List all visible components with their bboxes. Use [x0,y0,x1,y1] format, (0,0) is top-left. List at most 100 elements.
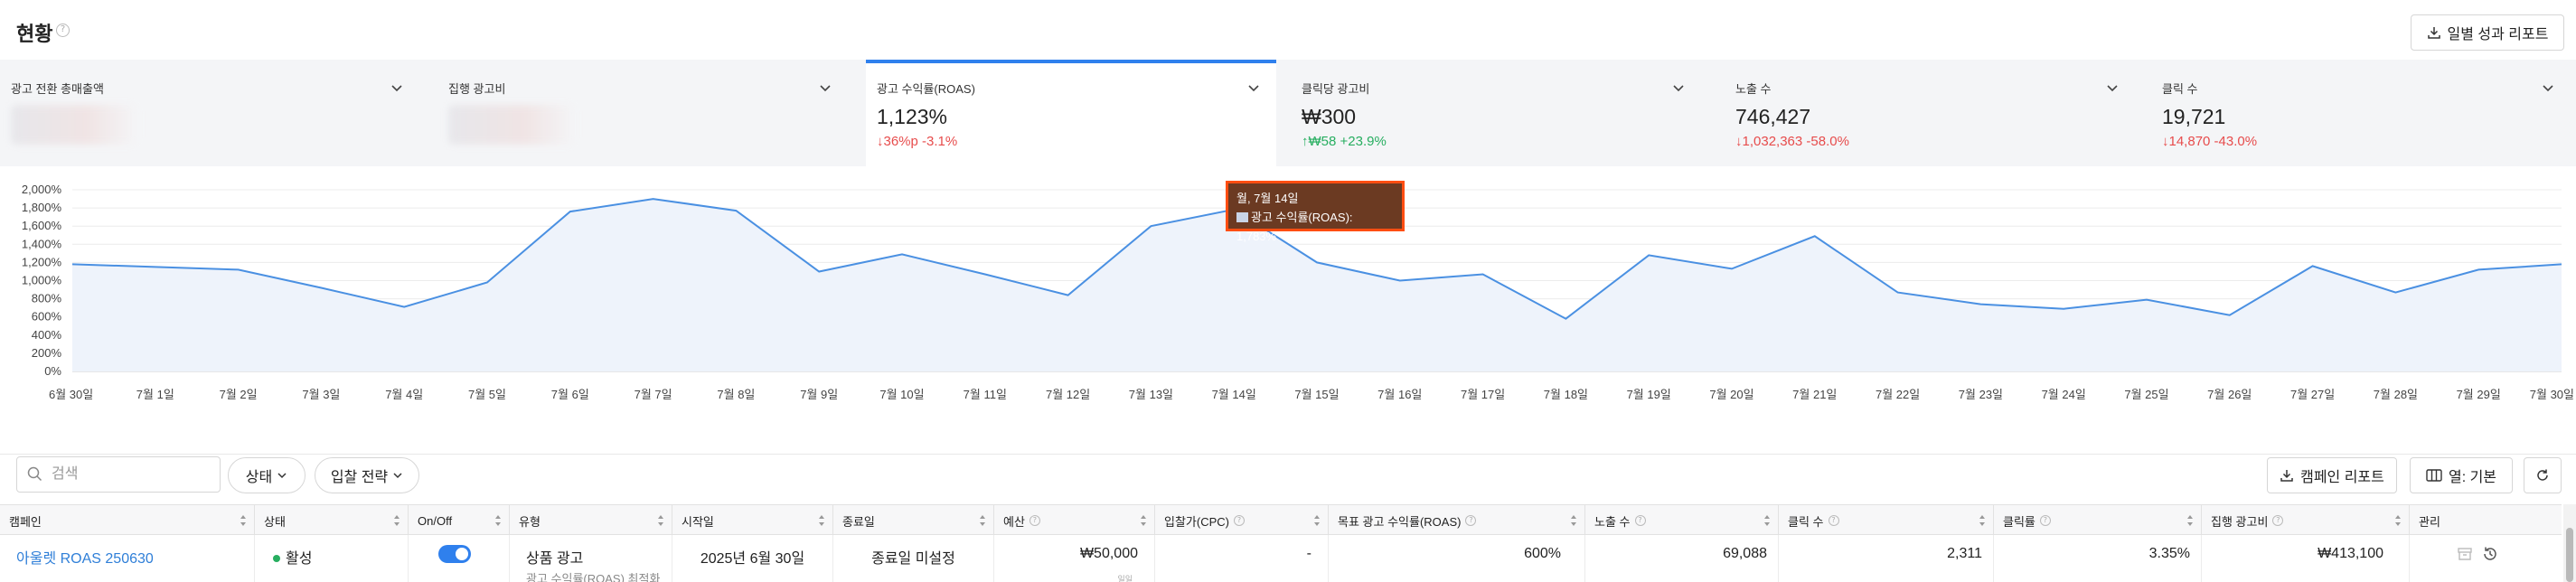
metric-label: 클릭 수 [2162,82,2198,96]
chevron-down-icon[interactable] [2106,81,2119,94]
manage-cell [2410,535,2562,582]
chevron-down-icon[interactable] [1247,81,1260,94]
x-tick-label: 7월 25일 [2124,388,2168,401]
x-tick-label: 7월 21일 [1792,388,1837,401]
daily-report-button[interactable]: 일별 성과 리포트 [2411,14,2564,51]
table-scrollbar[interactable] [2563,504,2576,582]
sort-icon [1764,515,1770,526]
budget-value: ₩50,000 [1079,546,1138,561]
campaign-report-label: 캠페인 리포트 [2300,470,2384,485]
target-roas-cell: 600% [1329,535,1585,582]
ctr-cell: 3.35% [1994,535,2202,582]
status-cell: 활성 [255,535,409,582]
x-tick-label: 7월 4일 [385,388,423,401]
x-tick-label: 7월 23일 [1959,388,2003,401]
x-tick-label: 7월 12일 [1046,388,1090,401]
cpc-cell: - [1155,535,1329,582]
type-subtext: 광고 수익률(ROAS) 최적화 [526,572,661,582]
sort-icon [2395,515,2401,526]
metric-value: ₩300 [1302,105,1357,128]
campaign-name-link[interactable]: 아울렛 ROAS 250630 [0,535,255,582]
header-clicks[interactable]: 클릭 수? [1779,505,1994,536]
campaign-report-button[interactable]: 캠페인 리포트 [2267,457,2397,493]
y-tick-label: 400% [32,328,62,342]
spend-cell: ₩413,100 [2202,535,2410,582]
metric-roas[interactable]: 광고 수익률(ROAS) 1,123% ↓36%p -3.1% [866,60,1276,166]
x-tick-label: 7월 15일 [1294,388,1339,401]
header-start-date[interactable]: 시작일 [672,505,833,536]
header-end-date[interactable]: 종료일 [833,505,994,536]
metric-total-sales[interactable]: 광고 전환 총매출액 [0,60,425,166]
search-input[interactable] [16,456,221,493]
archive-icon[interactable] [2457,546,2473,562]
columns-button[interactable]: 열: 기본 [2410,457,2513,493]
tooltip-title: 월, 7월 14일 [1236,192,1299,205]
budget-subtext: 일일 [1117,575,1133,582]
campaign-toggle[interactable] [438,545,471,563]
chevron-down-icon[interactable] [819,81,832,94]
status-filter[interactable]: 상태 [228,457,306,493]
header-cpc[interactable]: 입찰가(CPC)? [1155,505,1329,536]
end-date-cell: 종료일 미설정 [833,535,994,582]
history-icon[interactable] [2482,546,2498,562]
y-tick-label: 0% [44,364,61,378]
info-icon[interactable]: ? [56,23,70,37]
y-tick-label: 800% [32,292,62,305]
sort-icon [495,515,501,526]
metric-ad-spend[interactable]: 집행 광고비 [432,60,857,166]
header-budget[interactable]: 예산? [994,505,1155,536]
y-tick-label: 1,200% [22,255,62,268]
header-status[interactable]: 상태 [255,505,409,536]
metric-clicks[interactable]: 클릭 수 19,721 ↓14,870 -43.0% [2151,60,2576,166]
header-onoff[interactable]: On/Off [409,505,510,536]
status-dot [273,555,280,562]
help-icon[interactable]: ? [1828,515,1839,526]
scrollbar-thumb[interactable] [2566,528,2573,582]
type-text: 상품 광고 [526,551,584,567]
bid-strategy-filter[interactable]: 입찰 전략 [315,457,419,493]
header-impressions[interactable]: 노출 수? [1585,505,1779,536]
metric-value: 746,427 [1735,105,1811,128]
x-tick-label: 6월 30일 [49,388,93,401]
metric-label: 집행 광고비 [448,82,506,96]
metric-impressions[interactable]: 노출 수 746,427 ↓1,032,363 -58.0% [1723,60,2133,166]
x-tick-label: 7월 24일 [2042,388,2086,401]
chevron-down-icon[interactable] [1672,81,1685,94]
sort-icon [394,515,400,526]
chevron-down-icon [393,473,402,479]
help-icon[interactable]: ? [1234,515,1245,526]
header-type[interactable]: 유형 [510,505,672,536]
tooltip-label: 광고 수익률(ROAS): 1,783% [1236,211,1353,243]
start-date-cell: 2025년 6월 30일 [672,535,833,582]
chevron-down-icon[interactable] [390,81,403,94]
header-target-roas[interactable]: 목표 광고 수익률(ROAS)? [1329,505,1585,536]
tooltip-swatch [1236,212,1248,222]
metric-change: ↑₩58 +23.9% [1302,134,1387,149]
x-tick-label: 7월 20일 [1709,388,1753,401]
header-campaign[interactable]: 캠페인 [0,505,255,536]
chart-tooltip: 월, 7월 14일 광고 수익률(ROAS): 1,783% [1226,181,1405,243]
sort-icon [658,515,663,526]
x-tick-label: 7월 28일 [2374,388,2418,401]
metric-label: 광고 전환 총매출액 [11,82,104,96]
metric-value: 1,123% [877,105,948,128]
columns-label: 열: 기본 [2448,470,2497,485]
clicks-cell: 2,311 [1779,535,1994,582]
chevron-down-icon[interactable] [2542,81,2554,94]
download-icon [2427,27,2440,39]
help-icon[interactable]: ? [1634,515,1646,526]
help-icon[interactable]: ? [2272,515,2284,526]
status-filter-label: 상태 [245,470,273,485]
help-icon[interactable]: ? [2039,515,2051,526]
x-tick-label: 7월 8일 [717,388,755,401]
header-ctr[interactable]: 클릭률? [1994,505,2202,536]
help-icon[interactable]: ? [1029,515,1040,526]
campaign-table: 캠페인 상태 On/Off 유형 시작일 종료일 예산? 입찰가(CPC)? 목… [0,504,2576,582]
header-spend[interactable]: 집행 광고비? [2202,505,2410,536]
x-tick-label: 7월 9일 [800,388,838,401]
y-tick-label: 1,600% [22,219,62,232]
help-icon[interactable]: ? [1465,515,1477,526]
metric-cpc[interactable]: 클릭당 광고비 ₩300 ↑₩58 +23.9% [1294,60,1705,166]
refresh-button[interactable] [2524,457,2562,493]
